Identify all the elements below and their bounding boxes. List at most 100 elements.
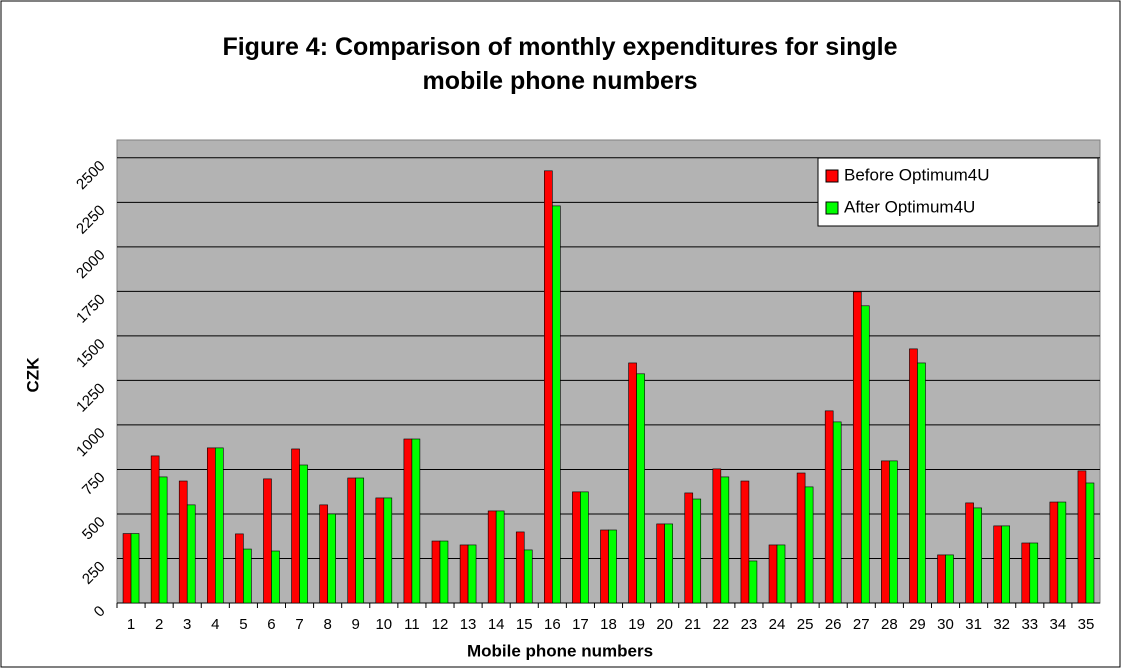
y-axis-label: CZK: [23, 357, 42, 393]
bar: [523, 549, 533, 604]
bar: [748, 560, 758, 604]
bar: [411, 438, 421, 604]
y-tick-label: 0: [91, 603, 109, 621]
bar: [487, 510, 497, 604]
bar: [909, 348, 918, 604]
x-tick-label: 32: [993, 616, 1010, 633]
x-tick-label: 5: [239, 616, 247, 633]
bar: [544, 170, 553, 604]
bar: [439, 540, 449, 604]
bar: [130, 533, 140, 604]
y-tick-label: 2500: [73, 157, 109, 193]
bar: [515, 531, 525, 604]
y-tick-label: 1000: [73, 425, 109, 461]
x-tick-label: 6: [267, 616, 275, 633]
legend-box: [817, 157, 1099, 227]
bar: [495, 510, 505, 604]
bar: [656, 523, 665, 604]
bar: [993, 525, 1003, 604]
y-tick-label: 750: [79, 469, 109, 499]
x-axis-label: Mobile phone numbers: [467, 641, 653, 660]
x-tick-label: 14: [488, 616, 505, 633]
bar: [459, 544, 469, 604]
bar: [383, 497, 393, 604]
bar: [291, 448, 300, 604]
x-tick-label: 11: [404, 616, 420, 633]
x-tick-label: 1: [127, 616, 135, 633]
bar: [937, 554, 946, 604]
x-tick-label: 7: [295, 616, 303, 633]
bar: [207, 447, 216, 604]
x-tick-label: 21: [684, 616, 701, 633]
bar: [319, 504, 328, 604]
bar: [881, 460, 890, 604]
bar: [1021, 542, 1031, 604]
bar: [776, 544, 786, 604]
bar: [684, 492, 694, 604]
x-tick-label: 19: [628, 616, 645, 633]
bar: [403, 438, 413, 604]
bar: [1001, 525, 1011, 604]
bar: [235, 533, 244, 604]
bar: [355, 477, 365, 604]
x-tick-label: 18: [600, 616, 617, 633]
bar: [608, 529, 617, 604]
bar: [965, 502, 974, 604]
y-tick-label: 2250: [73, 202, 109, 238]
x-tick-label: 3: [183, 616, 191, 633]
bar: [150, 455, 160, 604]
bar: [271, 550, 280, 604]
y-tick-label: 1250: [73, 380, 109, 416]
bar: [768, 544, 778, 604]
legend-swatch: [825, 169, 839, 183]
x-tick-label: 4: [211, 616, 219, 633]
x-tick-label: 10: [375, 616, 392, 633]
bar: [215, 447, 224, 604]
bar: [1057, 501, 1067, 604]
x-tick-label: 17: [572, 616, 589, 633]
bar: [122, 533, 132, 604]
bar: [804, 486, 814, 604]
x-tick-label: 16: [544, 616, 561, 633]
x-tick-label: 31: [965, 616, 982, 633]
x-tick-label: 20: [656, 616, 673, 633]
x-tick-label: 27: [853, 616, 870, 633]
bar: [664, 523, 673, 604]
x-tick-label: 2: [155, 616, 163, 633]
x-tick-label: 25: [797, 616, 814, 633]
bar: [889, 460, 898, 604]
legend-label: Before Optimum4U: [844, 165, 990, 184]
y-tick-label: 2000: [73, 246, 109, 282]
x-tick-label: 34: [1050, 616, 1067, 633]
bar: [1085, 482, 1095, 604]
x-tick-label: 26: [825, 616, 842, 633]
x-tick-label: 24: [769, 616, 786, 633]
bar: [178, 480, 188, 604]
bar: [740, 480, 750, 604]
bar: [832, 421, 842, 604]
bar: [860, 305, 870, 604]
bar: [945, 554, 954, 604]
bar: [299, 464, 308, 604]
x-tick-label: 8: [323, 616, 331, 633]
bar: [1077, 470, 1087, 604]
x-tick-label: 22: [712, 616, 729, 633]
y-tick-label: 500: [79, 514, 109, 544]
chart-title: Figure 4: Comparison of monthly expendit…: [222, 33, 898, 95]
bar: [600, 529, 609, 604]
bar: [572, 491, 581, 604]
legend-swatch: [825, 201, 839, 215]
legend-label: After Optimum4U: [844, 197, 975, 216]
bar: [263, 478, 272, 604]
y-tick-label: 250: [79, 558, 109, 588]
bar: [347, 477, 357, 604]
bar: [917, 362, 926, 604]
x-tick-label: 13: [460, 616, 477, 633]
x-tick-label: 15: [516, 616, 533, 633]
bar: [327, 513, 336, 604]
bar: [431, 540, 441, 604]
x-tick-label: 23: [741, 616, 758, 633]
